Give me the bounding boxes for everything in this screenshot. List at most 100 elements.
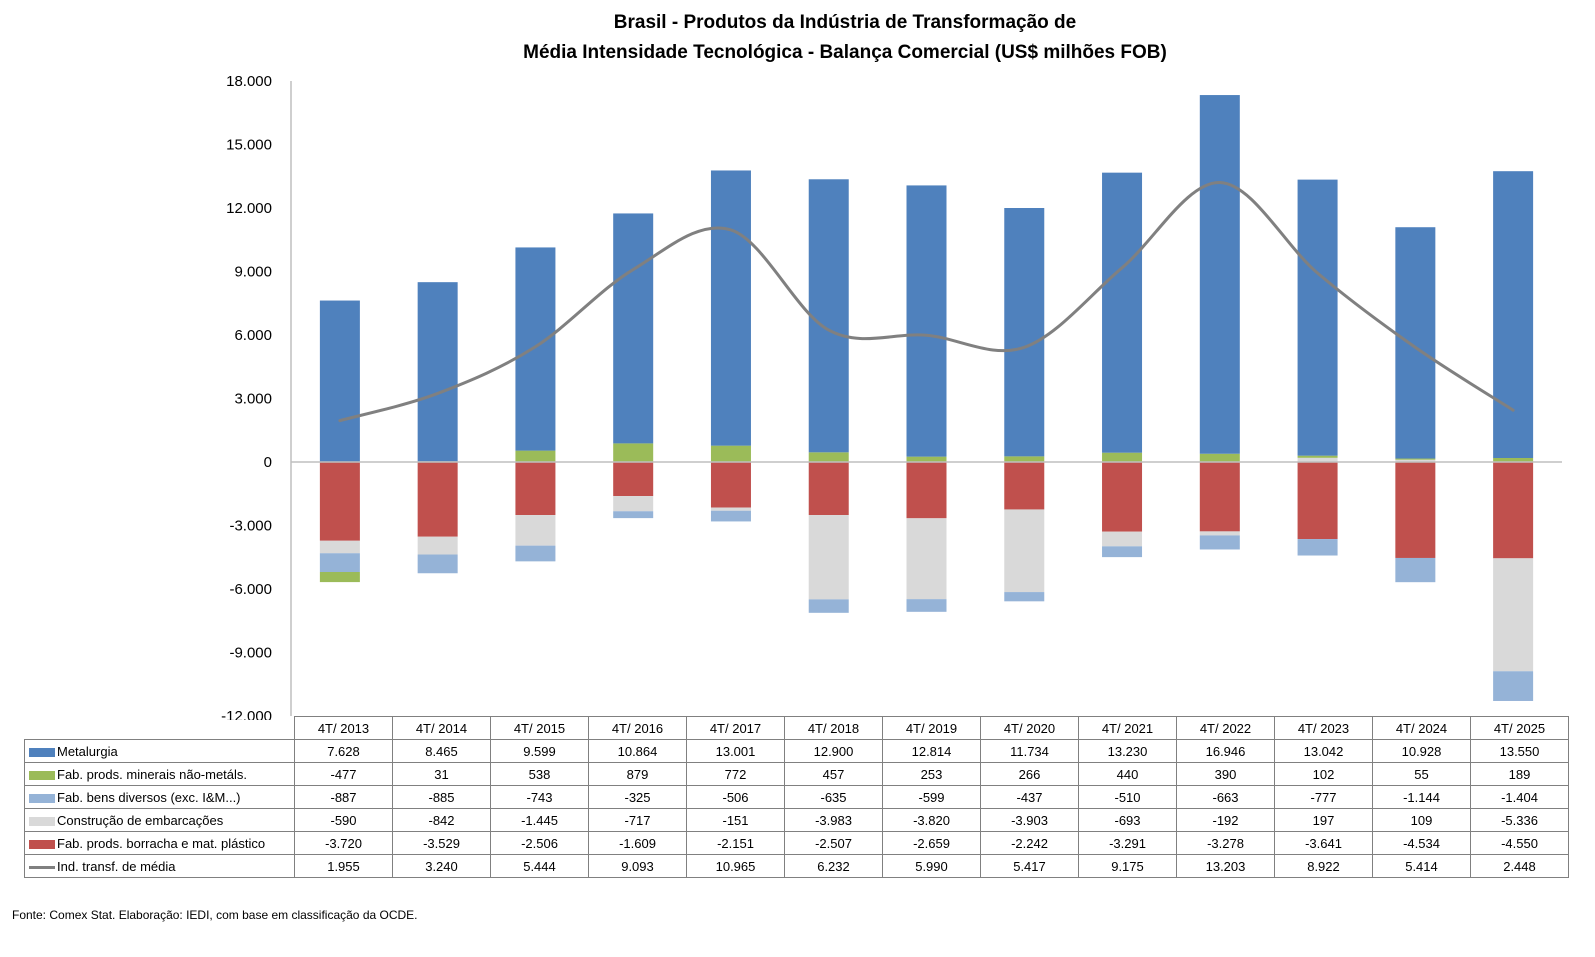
bar-embarcacoes [319, 540, 360, 554]
table-cell: 31 [392, 762, 491, 786]
bar-metalurgia [1102, 172, 1143, 453]
bar-borracha [613, 462, 654, 497]
table-category-header: 4T/ 2014 [392, 716, 491, 740]
table-row: Metalurgia 7.628 8.465 9.599 10.864 13.001 12.… [24, 739, 1569, 763]
y-tick-label: 12.000 [226, 200, 272, 217]
bar-metalurgia [319, 300, 360, 462]
table-category-header: 4T/ 2019 [882, 716, 981, 740]
bar-metalurgia [1395, 227, 1436, 459]
table-cell: -693 [1078, 808, 1177, 832]
table-header-row: 4T/ 2013 4T/ 2014 4T/ 2015 4T/ 2016 4T/ 2017… [24, 716, 1569, 740]
table-cell: 12.814 [882, 739, 981, 763]
table-cell: 5.414 [1372, 854, 1471, 878]
table-cell: 8.465 [392, 739, 491, 763]
bar-bens_diversos [613, 511, 654, 519]
chart-title-line-2: Média Intensidade Tecnológica - Balança … [523, 42, 1167, 63]
table-row: Ind. transf. de média 1.955 3.240 5.444 9.09… [24, 854, 1569, 878]
bar-minerais [1297, 455, 1338, 458]
table-category-header: 4T/ 2021 [1078, 716, 1177, 740]
legend-swatch [29, 770, 55, 780]
table-cell: -3.641 [1274, 831, 1373, 855]
table-cell: 189 [1470, 762, 1569, 786]
legend-entry-total: Ind. transf. de média [24, 854, 295, 878]
bar-bens_diversos [1395, 557, 1436, 583]
bar-minerais [808, 452, 849, 462]
table-cell: -3.278 [1176, 831, 1275, 855]
table-cell: 538 [490, 762, 589, 786]
bar-embarcacoes [1395, 459, 1436, 462]
bar-bens_diversos [808, 599, 849, 613]
table-cell: 5.444 [490, 854, 589, 878]
legend-swatch [29, 865, 55, 869]
table-cell: 3.240 [392, 854, 491, 878]
table-cell: 772 [686, 762, 785, 786]
bar-embarcacoes [808, 515, 849, 600]
bar-borracha [906, 462, 947, 519]
y-tick-label: 15.000 [226, 137, 272, 154]
table-cell: 10.928 [1372, 739, 1471, 763]
legend-entry-bens_diversos: Fab. bens diversos (exc. I&M...) [24, 785, 295, 809]
table-cell: -777 [1274, 785, 1373, 809]
table-cell: -192 [1176, 808, 1275, 832]
table-cell: 440 [1078, 762, 1177, 786]
legend-label: Metalurgia [57, 743, 118, 759]
bar-minerais [1102, 452, 1143, 462]
bar-borracha [417, 462, 458, 537]
bar-borracha [1395, 462, 1436, 558]
table-cell: 879 [588, 762, 687, 786]
table-cell: 16.946 [1176, 739, 1275, 763]
table-cell: -5.336 [1470, 808, 1569, 832]
bar-embarcacoes [1199, 531, 1240, 536]
table-cell: 7.628 [294, 739, 393, 763]
legend-swatch [29, 747, 55, 757]
bar-borracha [1199, 462, 1240, 532]
table-cell: -743 [490, 785, 589, 809]
bar-metalurgia [613, 213, 654, 444]
table-cell: -510 [1078, 785, 1177, 809]
table-cell: -4.534 [1372, 831, 1471, 855]
y-tick-label: 3.000 [234, 391, 272, 408]
bar-embarcacoes [1493, 558, 1534, 672]
chart-title-line-1: Brasil - Produtos da Indústria de Transf… [613, 12, 1077, 33]
table-cell: 13.230 [1078, 739, 1177, 763]
table-cell: -3.983 [784, 808, 883, 832]
table-cell: 12.900 [784, 739, 883, 763]
legend-swatch [29, 839, 55, 849]
bar-minerais [906, 456, 947, 462]
table-cell: -1.144 [1372, 785, 1471, 809]
table-cell: -599 [882, 785, 981, 809]
table-cell: -663 [1176, 785, 1275, 809]
legend-label: Construção de embarcações [57, 812, 224, 828]
legend-entry-embarcacoes: Construção de embarcações [24, 808, 295, 832]
bar-borracha [710, 462, 751, 508]
table-cell: -1.404 [1470, 785, 1569, 809]
bar-metalurgia [515, 247, 556, 451]
table-cell: 9.175 [1078, 854, 1177, 878]
bar-bens_diversos [710, 510, 751, 522]
bar-bens_diversos [906, 599, 947, 612]
bar-bens_diversos [319, 553, 360, 573]
table-cell: -885 [392, 785, 491, 809]
table-cell: 5.417 [980, 854, 1079, 878]
table-cell: -3.529 [392, 831, 491, 855]
table-category-header: 4T/ 2013 [294, 716, 393, 740]
table-cell: -717 [588, 808, 687, 832]
table-cell: -3.820 [882, 808, 981, 832]
bar-borracha [1004, 462, 1045, 510]
table-row: Construção de embarcações -590 -842 -1.445-… [24, 808, 1569, 832]
table-cell: 390 [1176, 762, 1275, 786]
table-category-header: 4T/ 2022 [1176, 716, 1275, 740]
legend-entry-minerais: Fab. prods. minerais não-metáls. [24, 762, 295, 786]
bar-borracha [1297, 462, 1338, 540]
table-cell: -506 [686, 785, 785, 809]
table-cell: -2.659 [882, 831, 981, 855]
bar-embarcacoes [613, 496, 654, 512]
table-corner [24, 716, 295, 740]
table-row: Fab. bens diversos (exc. I&M...) -887 -885… [24, 785, 1569, 809]
table-cell: -151 [686, 808, 785, 832]
table-cell: 13.550 [1470, 739, 1569, 763]
bar-minerais [1004, 456, 1045, 462]
chart-plot: 18.000 15.000 12.000 9.000 6.000 3.000 0 -3.000… [221, 73, 1562, 720]
bar-metalurgia [808, 179, 849, 453]
table-cell: -325 [588, 785, 687, 809]
